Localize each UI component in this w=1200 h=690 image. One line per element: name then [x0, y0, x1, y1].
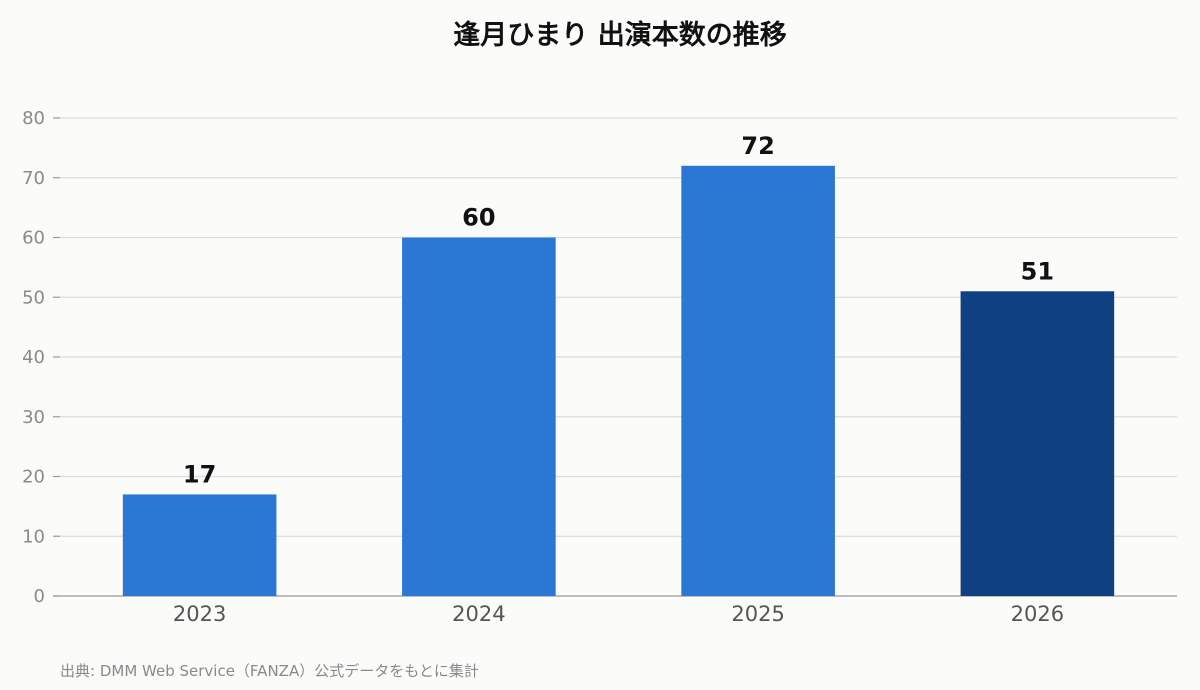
data-label-2025: 72 — [741, 132, 774, 160]
y-tick-label: 30 — [22, 407, 45, 428]
y-tick-label: 60 — [22, 228, 45, 249]
bar-2025 — [681, 165, 835, 597]
x-tick-label-2023: 2023 — [173, 602, 226, 626]
source-note: 出典: DMM Web Service（FANZA）公式データをもとに集計 — [60, 662, 479, 680]
bar-2026 — [960, 291, 1115, 596]
grid-lines — [60, 117, 1177, 537]
y-tick-label: 10 — [22, 526, 45, 547]
bar-2024 — [402, 237, 556, 596]
data-labels: 17 60 72 51 — [183, 132, 1054, 489]
bar-2023 — [122, 494, 277, 596]
y-tick-label: 20 — [22, 467, 45, 488]
data-label-2023: 17 — [183, 460, 216, 488]
y-tick-label: 0 — [34, 586, 45, 607]
x-tick-label-2026: 2026 — [1011, 602, 1064, 626]
chart-title: 逢月ひまり 出演本数の推移 — [453, 19, 786, 51]
y-tick-label: 40 — [22, 347, 45, 368]
y-tick-label: 50 — [22, 287, 45, 308]
x-tick-label-2025: 2025 — [731, 602, 784, 626]
y-tick-label: 70 — [22, 168, 45, 189]
x-tick-label-2024: 2024 — [452, 602, 505, 626]
y-axis: 0 10 20 30 40 50 60 70 80 — [22, 108, 1177, 607]
x-axis: 2023 2024 2025 2026 — [173, 602, 1064, 626]
data-label-2026: 51 — [1021, 257, 1054, 285]
data-label-2024: 60 — [462, 204, 495, 232]
bars — [122, 165, 1115, 597]
y-tick-label: 80 — [22, 108, 45, 129]
